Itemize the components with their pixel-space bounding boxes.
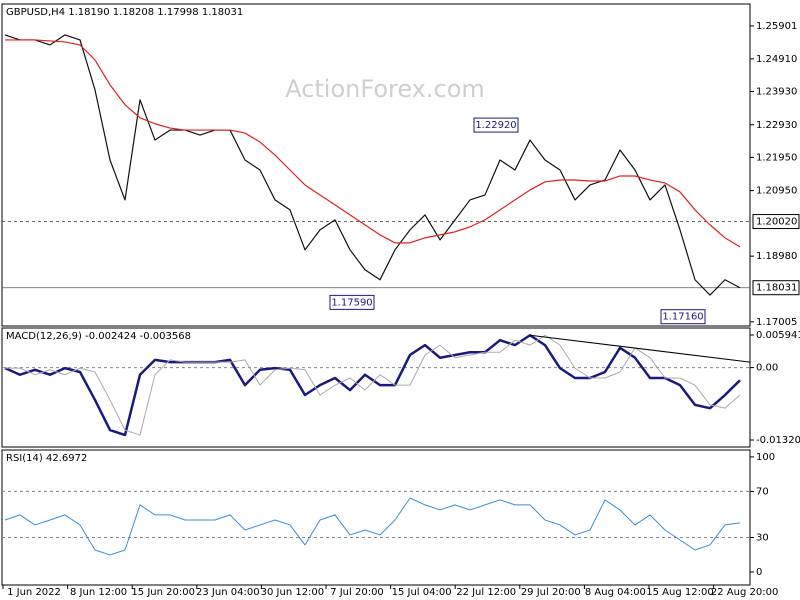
- x-tick-label: 8 Aug 04:00: [585, 587, 646, 598]
- series-line: [4, 497, 741, 556]
- y-tick-label: 1.21950: [756, 152, 797, 163]
- x-tick-label: 29 Jul 20:00: [521, 587, 581, 598]
- x-tick-label: 15 Aug 12:00: [646, 587, 713, 598]
- annotation-box: [473, 117, 519, 133]
- y-tick-label: 1.23930: [756, 86, 797, 97]
- watermark: ActionForex.com: [285, 75, 485, 103]
- y-tick-label: -0.013207: [756, 435, 800, 446]
- panel-title: GBPUSD,H4 1.18190 1.18208 1.17998 1.1803…: [6, 7, 243, 18]
- x-tick-label: 15 Jul 04:00: [392, 587, 452, 598]
- panel-title: RSI(14) 42.6972: [6, 453, 87, 464]
- panel-title: MACD(12,26,9) -0.002424 -0.003568: [6, 331, 191, 342]
- price-label-box: [752, 214, 800, 230]
- annotation-label: 1.22920: [475, 120, 516, 131]
- x-tick-label: 8 Jun 12:00: [70, 587, 127, 598]
- annotation-box: [660, 309, 706, 325]
- y-tick-label: 0.005941: [756, 330, 800, 341]
- x-tick-label: 22 Jul 12:00: [456, 587, 516, 598]
- series-line: [4, 333, 741, 437]
- panel-frame: [1, 3, 751, 327]
- x-tick-label: 15 Jun 20:00: [131, 587, 195, 598]
- y-tick-label: 1.17005: [756, 317, 797, 328]
- series-line: [5, 39, 741, 248]
- y-tick-label: 1.24910: [756, 54, 797, 65]
- price-label: 1.20020: [756, 217, 797, 228]
- x-tick-label: 30 Jun 12:00: [261, 587, 325, 598]
- price-label: 1.18031: [756, 283, 797, 294]
- y-tick-label: 1.18980: [756, 251, 797, 262]
- y-tick-label: 100: [756, 452, 775, 463]
- y-tick-label: 70: [756, 486, 769, 497]
- y-tick-label: 1.20950: [756, 186, 797, 197]
- annotation-label: 1.17160: [662, 312, 703, 323]
- annotation-label: 1.17590: [331, 297, 372, 308]
- panel-frame: [1, 449, 751, 586]
- y-tick-label: 0: [756, 567, 762, 578]
- y-tick-label: 0.00: [756, 363, 778, 374]
- series-line: [5, 334, 741, 436]
- x-tick-label: 23 Jun 04:00: [196, 587, 260, 598]
- trendline: [529, 334, 751, 363]
- y-tick-label: 1.25901: [756, 21, 797, 32]
- series-line: [4, 34, 741, 296]
- annotation-box: [329, 294, 375, 310]
- panel-frame: [1, 327, 751, 448]
- x-tick-label: 7 Jul 20:00: [330, 587, 384, 598]
- x-tick-label: 1 Jun 2022: [7, 587, 61, 598]
- x-tick-label: 22 Aug 20:00: [711, 587, 778, 598]
- y-tick-label: 30: [756, 532, 769, 543]
- price-label-box: [752, 280, 800, 296]
- y-tick-label: 1.22930: [756, 120, 797, 131]
